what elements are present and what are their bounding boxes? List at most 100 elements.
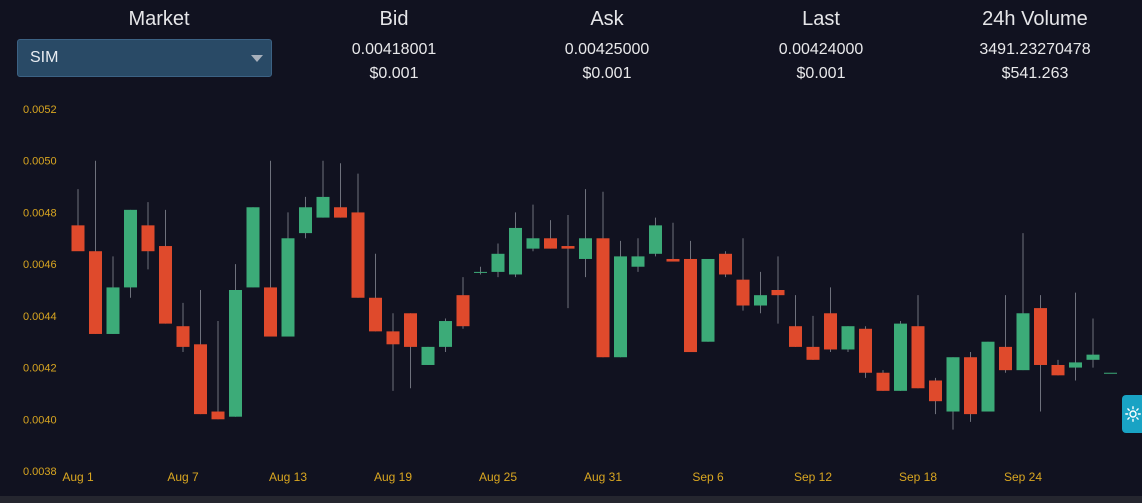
volume-usd: $541.263 xyxy=(1001,65,1069,82)
x-tick-label: Aug 13 xyxy=(269,470,307,484)
market-select[interactable]: SIM xyxy=(17,39,272,77)
candle-body[interactable] xyxy=(1086,354,1100,360)
candle-body[interactable] xyxy=(771,290,785,296)
chevron-down-icon xyxy=(251,55,263,62)
candle-body[interactable] xyxy=(211,411,225,420)
y-tick-label: 0.0044 xyxy=(23,311,57,323)
x-tick-label: Sep 6 xyxy=(692,470,724,484)
candle-body[interactable] xyxy=(264,287,277,337)
candle-body[interactable] xyxy=(999,346,1012,371)
y-tick-label: 0.0048 xyxy=(23,207,57,219)
ask-value: 0.00425000 xyxy=(564,41,650,58)
candle-body[interactable] xyxy=(701,258,715,342)
candle-body[interactable] xyxy=(1069,362,1082,368)
candle-body[interactable] xyxy=(911,326,925,389)
bid-column: Bid 0.00418001 $0.001 xyxy=(294,6,494,84)
candle-body[interactable] xyxy=(946,357,960,412)
candle-body[interactable] xyxy=(509,227,522,275)
candle-body[interactable] xyxy=(806,346,820,360)
candle-body[interactable] xyxy=(544,238,557,249)
candle-body[interactable] xyxy=(246,207,260,288)
candle-body[interactable] xyxy=(334,207,347,218)
candle-body[interactable] xyxy=(316,196,330,218)
y-tick-label: 0.0046 xyxy=(23,259,57,271)
bid-usd: $0.001 xyxy=(369,65,419,82)
theme-toggle-button[interactable] xyxy=(1122,395,1142,433)
candle-body[interactable] xyxy=(404,313,417,347)
candle-body[interactable] xyxy=(614,256,627,358)
last-value: 0.00424000 xyxy=(778,41,864,58)
y-tick-label: 0.0042 xyxy=(23,363,57,375)
x-tick-label: Aug 7 xyxy=(167,470,199,484)
volume-title: 24h Volume xyxy=(982,8,1088,30)
candle-body[interactable] xyxy=(351,212,365,298)
candle-body[interactable] xyxy=(299,207,312,234)
candle-body[interactable] xyxy=(631,256,645,267)
candle-body[interactable] xyxy=(194,344,207,415)
candle-body[interactable] xyxy=(106,287,120,334)
market-select-value: SIM xyxy=(30,49,59,66)
candle-body[interactable] xyxy=(176,326,190,347)
candle-body[interactable] xyxy=(141,225,155,252)
market-column: Market xyxy=(59,6,259,32)
y-tick-label: 0.0040 xyxy=(23,414,57,426)
candle-body[interactable] xyxy=(71,225,85,252)
candle-body[interactable] xyxy=(1051,364,1065,376)
last-column: Last 0.00424000 $0.001 xyxy=(721,6,921,84)
volume-column: 24h Volume 3491.23270478 $541.263 xyxy=(935,6,1135,84)
x-tick-label: Aug 1 xyxy=(62,470,94,484)
candle-body[interactable] xyxy=(561,246,575,249)
candle-body[interactable] xyxy=(859,328,872,373)
candle-body[interactable] xyxy=(386,331,400,345)
candle-body[interactable] xyxy=(456,295,470,327)
candle-body[interactable] xyxy=(841,326,855,350)
candle-body[interactable] xyxy=(684,258,697,353)
candle-body[interactable] xyxy=(981,341,995,412)
bid-value: 0.00418001 xyxy=(351,41,437,58)
market-title: Market xyxy=(128,8,190,30)
y-tick-label: 0.0038 xyxy=(23,466,57,478)
candle-body[interactable] xyxy=(281,238,295,337)
candle-body[interactable] xyxy=(824,313,837,350)
x-tick-label: Aug 25 xyxy=(479,470,517,484)
candle-body[interactable] xyxy=(159,246,172,324)
x-tick-label: Sep 24 xyxy=(1004,470,1042,484)
candle-body[interactable] xyxy=(649,225,662,254)
candle-body[interactable] xyxy=(929,380,942,402)
candle-body[interactable] xyxy=(894,323,907,391)
candle-body[interactable] xyxy=(89,251,102,334)
candle-body[interactable] xyxy=(789,326,802,347)
candle-body[interactable] xyxy=(666,258,680,262)
y-tick-label: 0.0052 xyxy=(23,104,57,116)
candle-body[interactable] xyxy=(369,297,382,332)
candle-body[interactable] xyxy=(474,271,487,273)
candle-body[interactable] xyxy=(1104,372,1117,374)
candle-body[interactable] xyxy=(719,253,732,275)
last-usd: $0.001 xyxy=(796,65,846,82)
candle-body[interactable] xyxy=(526,238,540,249)
candle-body[interactable] xyxy=(439,321,452,347)
x-tick-label: Aug 19 xyxy=(374,470,412,484)
candle-body[interactable] xyxy=(736,279,750,306)
candle-body[interactable] xyxy=(491,253,505,272)
candle-body[interactable] xyxy=(754,295,767,306)
bottom-scrollbar[interactable] xyxy=(0,496,1142,503)
y-tick-label: 0.0050 xyxy=(23,156,57,168)
candle-body[interactable] xyxy=(596,238,610,358)
x-tick-label: Aug 31 xyxy=(584,470,622,484)
candle-body[interactable] xyxy=(579,238,592,259)
x-tick-label: Sep 12 xyxy=(794,470,832,484)
candle-body[interactable] xyxy=(229,290,242,417)
volume-value: 3491.23270478 xyxy=(979,41,1091,58)
candle-body[interactable] xyxy=(964,357,977,415)
candle-body[interactable] xyxy=(1016,313,1030,371)
candle-body[interactable] xyxy=(876,372,890,391)
ask-usd: $0.001 xyxy=(582,65,632,82)
sun-icon xyxy=(1125,406,1141,422)
candlestick-chart[interactable]: 0.0052 0.0050 0.0048 0.0046 0.0044 0.0042 0.00… xyxy=(0,95,1142,496)
ask-column: Ask 0.00425000 $0.001 xyxy=(507,6,707,84)
ask-title: Ask xyxy=(590,8,624,30)
candle-body[interactable] xyxy=(421,346,435,365)
candle-body[interactable] xyxy=(124,209,137,288)
candle-body[interactable] xyxy=(1034,308,1047,365)
